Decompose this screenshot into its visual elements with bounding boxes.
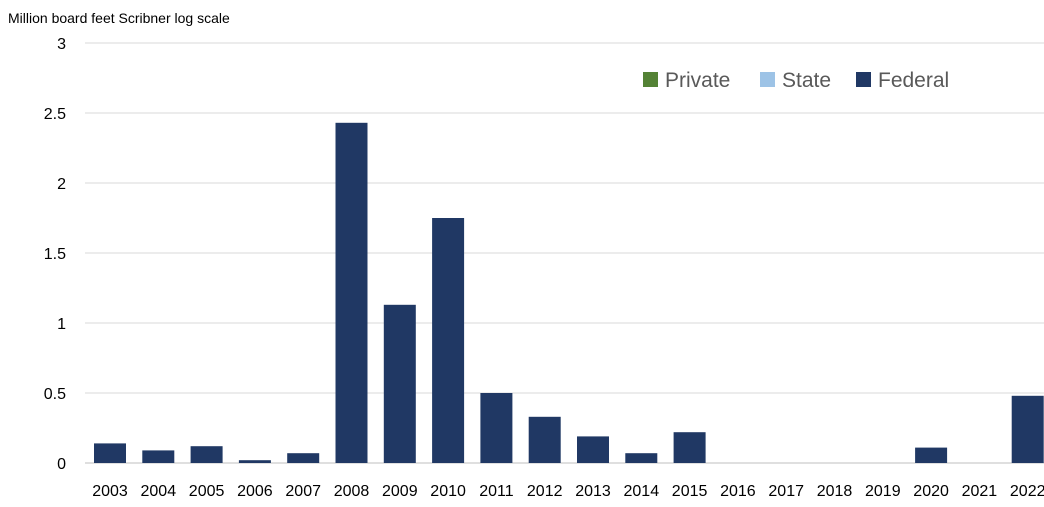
x-tick-label: 2013 <box>575 483 611 500</box>
x-tick-label: 2010 <box>430 483 466 500</box>
x-tick-label: 2014 <box>624 483 660 500</box>
legend-label-state: State <box>782 69 831 92</box>
legend-label-federal: Federal <box>878 69 949 92</box>
legend-swatch-private <box>643 72 658 87</box>
y-tick-label: 3 <box>57 36 66 53</box>
y-tick-label: 2 <box>57 176 66 193</box>
y-axis-label: Million board feet Scribner log scale <box>8 10 230 26</box>
x-tick-label: 2019 <box>865 483 901 500</box>
x-tick-label: 2021 <box>962 483 998 500</box>
bar-federal-2010 <box>432 218 465 463</box>
bar-federal-2011 <box>480 393 513 463</box>
y-tick-label: 1.5 <box>44 246 66 263</box>
bar-federal-2005 <box>190 446 223 463</box>
x-tick-label: 2022 <box>1010 483 1044 500</box>
y-tick-label: 0 <box>57 456 66 473</box>
bar-federal-2022 <box>1011 395 1044 463</box>
x-tick-label: 2004 <box>141 483 177 500</box>
x-tick-label: 2016 <box>720 483 756 500</box>
x-tick-label: 2020 <box>913 483 949 500</box>
legend-swatch-state <box>760 72 775 87</box>
bar-federal-2006 <box>238 460 271 463</box>
x-tick-label: 2017 <box>768 483 804 500</box>
y-tick-label: 1 <box>57 316 66 333</box>
x-tick-label: 2006 <box>237 483 273 500</box>
y-axis-ticks: 0 0.5 1 1.5 2 2.5 3 <box>44 36 66 473</box>
bar-federal-2003 <box>94 443 126 463</box>
gridlines <box>85 42 1044 464</box>
bar-federal-2012 <box>528 416 561 463</box>
bar-federal-2009 <box>383 304 416 463</box>
x-tick-label: 2012 <box>527 483 563 500</box>
x-tick-label: 2018 <box>817 483 853 500</box>
legend-label-private: Private <box>665 69 730 92</box>
y-tick-label: 0.5 <box>44 386 66 403</box>
x-axis-ticks: 2003 2004 2005 2006 2007 2008 2009 2010 2011 2012… <box>92 483 1044 500</box>
bar-federal-2008 <box>335 122 368 464</box>
bar-federal-2015 <box>673 432 706 463</box>
bar-federal-2007 <box>287 453 320 463</box>
legend: Private State Federal <box>643 69 949 92</box>
y-tick-label: 2.5 <box>44 106 66 123</box>
legend-swatch-federal <box>856 72 871 87</box>
x-tick-label: 2008 <box>334 483 370 500</box>
bar-federal-2004 <box>142 450 175 463</box>
x-tick-label: 2011 <box>479 483 514 500</box>
bar-federal-2013 <box>577 436 609 463</box>
bars <box>94 122 1044 464</box>
x-tick-label: 2015 <box>672 483 708 500</box>
bar-federal-2020 <box>915 447 948 463</box>
bar-federal-2014 <box>625 453 658 463</box>
x-tick-label: 2003 <box>92 483 128 500</box>
x-tick-label: 2007 <box>285 483 321 500</box>
x-tick-label: 2005 <box>189 483 225 500</box>
x-tick-label: 2009 <box>382 483 418 500</box>
